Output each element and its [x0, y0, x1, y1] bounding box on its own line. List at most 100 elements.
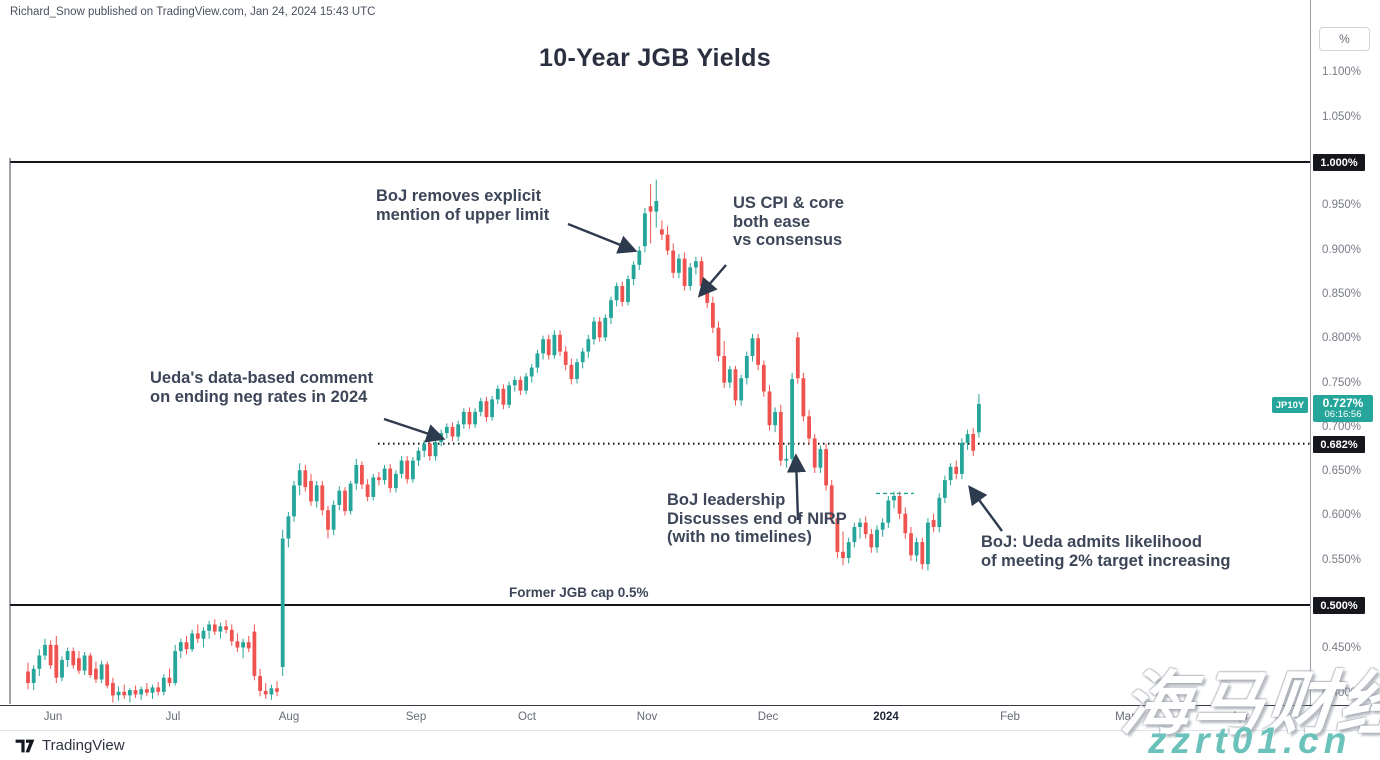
candle: [309, 473, 313, 506]
price-axis-unit-button[interactable]: %: [1319, 27, 1370, 51]
candle: [60, 656, 64, 682]
candle: [869, 528, 874, 553]
candle: [326, 505, 330, 539]
candle: [858, 518, 862, 539]
candle: [897, 491, 902, 520]
candle: [94, 661, 98, 683]
candle: [722, 341, 727, 388]
candle: [948, 463, 953, 486]
candle: [495, 385, 500, 404]
candle: [784, 445, 789, 468]
candle: [292, 481, 296, 522]
y-axis-tick: 1.100%: [1322, 66, 1362, 78]
candle: [297, 463, 302, 496]
y-axis-tick: 0.400%: [1322, 687, 1362, 699]
candle: [739, 374, 744, 406]
watermark-url: zzrt01.cn: [1148, 720, 1352, 760]
candle: [620, 281, 625, 307]
bar-countdown: 06:16:56: [1324, 408, 1362, 420]
candle: [314, 481, 319, 508]
candle: [914, 537, 919, 562]
candle: [767, 385, 772, 431]
candle: [812, 434, 817, 473]
y-axis-tick: 0.700%: [1322, 421, 1362, 433]
candle: [184, 636, 189, 655]
candle: [507, 381, 511, 409]
candle: [937, 493, 942, 533]
candle: [411, 457, 415, 483]
x-axis-tick-2024: 2024: [873, 711, 899, 723]
candle: [824, 443, 828, 491]
tradingview-logo[interactable]: TradingView: [14, 737, 125, 754]
price-level-label-0500: 0.500%: [1313, 597, 1365, 614]
price-axis[interactable]: [1310, 0, 1380, 730]
tradingview-logo-text: TradingView: [42, 737, 125, 754]
candle: [111, 677, 115, 703]
candle: [541, 335, 545, 360]
price-level-label-1000: 1.000%: [1313, 154, 1365, 171]
y-axis-tick: 0.800%: [1322, 332, 1362, 344]
candle: [433, 438, 438, 461]
candle: [971, 427, 976, 457]
candle: [727, 365, 732, 388]
candle: [348, 481, 353, 515]
candle: [886, 496, 891, 528]
candle: [654, 179, 659, 228]
y-axis-tick: 0.900%: [1322, 244, 1362, 256]
candle: [218, 622, 223, 639]
date-axis[interactable]: Jun Jul Aug Sep Oct Nov Dec 2024 Feb Mar Apr: [0, 705, 1380, 731]
candle: [807, 410, 811, 444]
candle: [846, 537, 851, 564]
candle: [178, 638, 183, 659]
candle: [960, 438, 964, 480]
candle: [212, 619, 217, 636]
annotation-arrow: [567, 222, 638, 254]
last-price-value: 0.727%: [1322, 396, 1364, 411]
candle: [229, 624, 234, 646]
candle: [603, 314, 608, 341]
candle: [954, 460, 959, 480]
x-axis-tick-jun: Jun: [43, 711, 63, 723]
candle: [286, 512, 291, 548]
annotation-arrow: [383, 417, 446, 443]
candle: [195, 624, 200, 644]
candle: [761, 360, 766, 397]
candle: [597, 317, 602, 342]
annotation-boj-upper-limit: BoJ removes explicit mention of upper li…: [376, 187, 550, 224]
candle: [965, 429, 970, 450]
candle: [818, 445, 823, 473]
symbol-tag: JP10Y: [1272, 397, 1308, 413]
annotation-boj-leadership: BoJ leadership Discusses end of NIRP (wi…: [667, 491, 847, 546]
candle: [575, 358, 579, 384]
candle: [756, 333, 760, 371]
candle: [71, 647, 76, 669]
x-axis-tick-aug: Aug: [278, 711, 300, 723]
candle: [631, 261, 636, 286]
candle: [671, 243, 676, 279]
candle: [88, 652, 93, 678]
candle: [586, 334, 591, 358]
candle: [467, 407, 472, 429]
candle: [252, 624, 257, 681]
x-axis-tick-feb: Feb: [1000, 711, 1020, 723]
candle: [609, 296, 613, 325]
last-price-label: 0.727% 06:16:56: [1313, 395, 1373, 422]
candle: [365, 479, 370, 502]
candle: [490, 395, 494, 421]
annotation-arrow: [968, 485, 1003, 532]
candle: [529, 364, 534, 383]
candle: [750, 333, 755, 362]
x-axis-tick-mar: Mar: [1115, 711, 1135, 723]
candle: [795, 332, 800, 384]
annotation-arrow: [786, 453, 807, 521]
x-axis-tick-jul: Jul: [165, 711, 181, 723]
candle: [665, 225, 670, 255]
candle: [235, 633, 240, 652]
candle: [880, 518, 885, 537]
x-axis-tick-nov: Nov: [636, 711, 658, 723]
candle: [558, 330, 562, 356]
candle: [829, 480, 834, 524]
candle: [841, 531, 845, 566]
